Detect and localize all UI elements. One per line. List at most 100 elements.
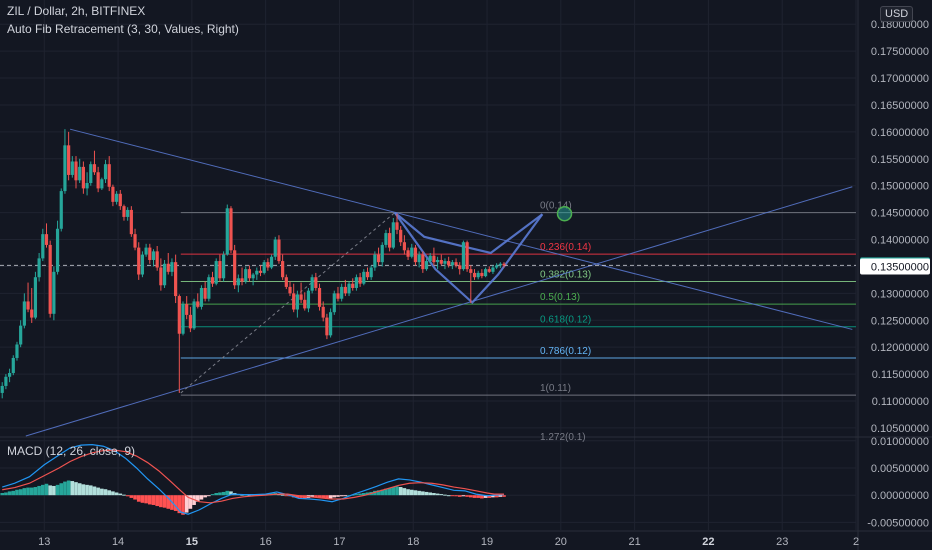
trendline (69, 128, 853, 330)
candle-body (380, 244, 384, 263)
candle-body (19, 325, 23, 345)
candle-body (288, 286, 292, 294)
price-badge-label: 0.13500000 (871, 261, 929, 273)
candle-body (491, 267, 495, 272)
macd-histogram-bar (195, 495, 200, 502)
candle-body (100, 179, 104, 189)
candle-body (26, 301, 30, 310)
macd-histogram-bar (177, 495, 182, 514)
candle-body (303, 299, 307, 309)
macd-histogram-bar (114, 492, 119, 496)
fib-label: 0.382(0.13) (540, 270, 591, 281)
time-tick-label: 19 (481, 536, 493, 548)
candle-body (144, 247, 148, 255)
candle-body (177, 296, 181, 334)
macd-histogram-bar (398, 487, 403, 496)
price-tick-label: 0.12500000 (871, 315, 929, 327)
macd-histogram-bar (188, 495, 193, 509)
macd-histogram-bar (428, 492, 433, 496)
macd-histogram-bar (129, 495, 134, 498)
candle-body (395, 222, 399, 230)
macd-histogram-bar (33, 487, 38, 496)
harmonic-pattern-lower (393, 211, 544, 305)
macd-histogram-bar (203, 495, 207, 498)
time-tick-label: 14 (112, 536, 124, 548)
candle-body (236, 278, 240, 286)
macd-histogram-bar (384, 488, 388, 496)
indicator-label[interactable]: Auto Fib Retracement (3, 30, Values, Rig… (7, 22, 239, 36)
macd-histogram-bar (37, 485, 41, 496)
fib-label: 0.786(0.12) (540, 346, 591, 357)
candle-body (461, 242, 466, 270)
candle-body (495, 265, 499, 268)
candle-body (0, 385, 4, 393)
macd-histogram-bar (52, 485, 56, 496)
candle-body (310, 277, 314, 291)
fib-label: 1.272(0.1) (540, 432, 586, 443)
price-tick-label: 0.14000000 (871, 235, 929, 247)
trendline (25, 186, 853, 437)
candle-body (340, 286, 344, 299)
macd-histogram-bar (476, 495, 480, 498)
candle-body (292, 293, 296, 310)
macd-histogram-bar (74, 482, 78, 496)
candle-body (266, 262, 270, 268)
price-tick-label: 0.11500000 (872, 369, 929, 381)
candle-body (469, 269, 473, 273)
macd-histogram-bar (55, 484, 60, 496)
candle-body (424, 261, 429, 270)
macd-histogram-bar (218, 492, 222, 496)
candle-body (33, 277, 38, 318)
candle-body (262, 262, 266, 273)
candle-body (251, 274, 255, 279)
macd-histogram-bar (314, 495, 318, 498)
candle-body (37, 258, 41, 278)
macd-histogram-bar (166, 495, 171, 509)
symbol-title[interactable]: ZIL / Dollar, 2h, BITFINEX (7, 4, 146, 18)
macd-histogram-bar (229, 491, 233, 496)
candle-body (218, 261, 222, 279)
candle-body (15, 344, 19, 358)
candle-body (114, 193, 119, 202)
candle-body (295, 294, 299, 310)
macd-histogram-bar (491, 495, 495, 498)
time-tick-label: 16 (260, 536, 272, 548)
macd-histogram-bar (181, 495, 185, 515)
candle-body (89, 164, 93, 184)
macd-histogram-bar (358, 493, 362, 496)
currency-button[interactable]: USD (880, 6, 914, 22)
candle-body (63, 145, 67, 192)
candle-body (162, 263, 167, 286)
macd-histogram-bar (362, 493, 366, 496)
price-tick-label: 0.12000000 (871, 342, 929, 354)
candle-body (325, 317, 329, 336)
macd-histogram-bar (461, 495, 466, 497)
candle-body (181, 304, 185, 334)
candle-body (388, 233, 392, 248)
macd-histogram-bar (498, 495, 503, 497)
macd-histogram-bar (417, 490, 421, 496)
macd-title[interactable]: MACD (12, 26, close, 9) (7, 444, 136, 458)
candle-body (483, 269, 488, 277)
price-tick-label: 0.11000000 (872, 396, 929, 408)
macd-histogram-bar (159, 495, 163, 508)
macd-histogram-bar (487, 495, 492, 498)
candle-body (151, 251, 156, 260)
macd-histogram-bar (395, 486, 399, 496)
macd-histogram-bar (122, 494, 126, 496)
macd-histogram-bar (7, 491, 12, 496)
macd-histogram-bar (199, 495, 204, 500)
candle-body (314, 277, 318, 288)
candle-body (70, 161, 74, 175)
macd-histogram-bar (328, 495, 333, 499)
time-tick-label: 22 (702, 536, 714, 548)
time-tick-label: 13 (38, 536, 50, 548)
candle-body (126, 209, 130, 217)
candle-body (41, 234, 45, 259)
time-tick-label: 17 (333, 536, 345, 548)
macd-histogram-bar (339, 495, 344, 497)
candle-body (159, 267, 163, 286)
time-tick-label: 18 (407, 536, 419, 548)
